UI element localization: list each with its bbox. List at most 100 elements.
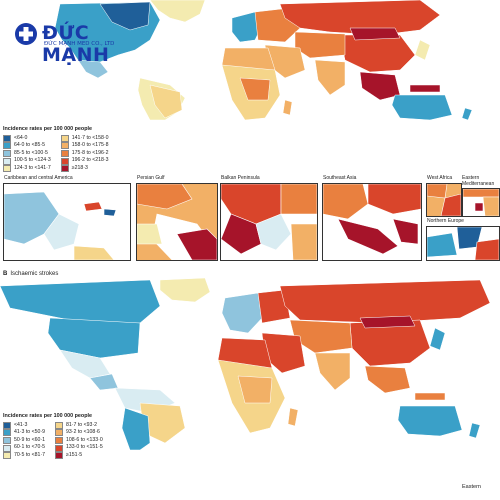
legend-swatch bbox=[3, 437, 11, 445]
region-new-zealand bbox=[461, 107, 473, 120]
legend-item: 196·2 to <218·3 bbox=[60, 157, 109, 165]
legend-item: 133·0 to <151·5 bbox=[55, 444, 103, 452]
legend-item: 64·0 to <85·5 bbox=[3, 142, 51, 150]
region-india bbox=[314, 352, 351, 391]
legend-label: 100·5 to <124·3 bbox=[14, 157, 51, 164]
legend-label: ≥218·3 bbox=[71, 164, 88, 171]
legend-swatch bbox=[55, 444, 64, 452]
legend-label: 60·1 to <70·5 bbox=[14, 444, 46, 451]
legend-swatch bbox=[3, 421, 11, 429]
legend-item: 158·0 to <175·8 bbox=[60, 142, 109, 150]
region-central-africa bbox=[239, 77, 271, 101]
legend-swatch bbox=[3, 429, 11, 437]
region-brazil bbox=[149, 84, 183, 119]
region-greenland bbox=[159, 278, 211, 303]
legend-swatch bbox=[3, 444, 11, 452]
region-new-guinea bbox=[414, 392, 446, 401]
legend-label: 108·6 to <133·0 bbox=[66, 436, 103, 443]
region-china bbox=[339, 34, 416, 73]
legend-item: 60·1 to <70·5 bbox=[3, 444, 45, 452]
label-eastern: Eastern bbox=[462, 484, 481, 490]
inset-balkan bbox=[220, 183, 318, 261]
legend-column: <41·3 41·3 to <50·9 50·9 to <60·1 60·1 to <… bbox=[3, 422, 45, 460]
inset-southeast-asia bbox=[322, 183, 422, 261]
inset-title-southeast-asia: Southeast Asia bbox=[323, 175, 357, 181]
region-mongolia bbox=[349, 27, 401, 41]
legend-swatch bbox=[60, 165, 69, 173]
legend-item: 175·8 to <196·2 bbox=[60, 149, 109, 158]
inset-west-africa bbox=[426, 183, 462, 217]
inset-title-west-africa: West Africa bbox=[427, 175, 453, 181]
legend-item: 85·5 to <100·5 bbox=[3, 150, 51, 158]
legend-item: 141·7 to <158·0 bbox=[60, 134, 109, 143]
legend-swatch bbox=[3, 452, 11, 460]
inset-title-caribbean: Caribbean and central America bbox=[4, 175, 73, 181]
legend-haemorrhagic: Incidence rates per 100 000 people <64·0… bbox=[3, 126, 109, 173]
legend-item: 50·9 to <60·1 bbox=[3, 437, 45, 445]
legend-title: Incidence rates per 100 000 people bbox=[3, 126, 92, 132]
region-japan bbox=[429, 327, 446, 351]
legend-item: 93·2 to <108·6 bbox=[55, 429, 103, 437]
region-southeast-asia bbox=[364, 365, 411, 394]
legend-swatch bbox=[55, 421, 64, 429]
legend-item: <41·3 bbox=[3, 422, 45, 430]
inset-title-eastern-med: Eastern Mediterranean bbox=[462, 175, 495, 187]
logo-name: ĐỨC MẠNH bbox=[42, 22, 110, 66]
region-central-africa bbox=[237, 375, 273, 404]
legend-label: ≥151·5 bbox=[66, 451, 83, 458]
legend-column: 81·7 to <93·2 93·2 to <108·6 108·6 to <133… bbox=[55, 422, 103, 460]
legend-swatch bbox=[3, 134, 11, 142]
legend-swatch bbox=[60, 157, 69, 165]
world-map-ischaemic bbox=[0, 278, 491, 450]
legend-label: 70·5 to <81·7 bbox=[14, 451, 46, 458]
region-mexico bbox=[77, 59, 109, 79]
region-canada-east bbox=[99, 1, 151, 31]
legend-column: 141·7 to <158·0 158·0 to <175·8 175·8 to <… bbox=[60, 134, 109, 173]
legend-label: 124·3 to <141·7 bbox=[14, 164, 51, 171]
legend-label: 50·9 to <60·1 bbox=[14, 436, 46, 443]
region-central-asia bbox=[294, 31, 346, 59]
legend-label: 175·8 to <196·2 bbox=[71, 149, 109, 156]
section-b-heading: B Ischaemic strokes bbox=[3, 271, 58, 277]
legend-item: ≥218·3 bbox=[60, 164, 109, 173]
inset-persian-gulf bbox=[136, 183, 218, 261]
legend-item: <64·0 bbox=[3, 135, 51, 143]
legend-swatch bbox=[3, 150, 11, 158]
inset-eastern-med bbox=[462, 188, 500, 217]
legend-label: 133·0 to <151·5 bbox=[66, 444, 103, 451]
legend-item: 70·5 to <81·7 bbox=[3, 452, 45, 460]
inset-northern-europe bbox=[426, 226, 500, 261]
legend-column: <64·0 64·0 to <85·5 85·5 to <100·5 100·5 to… bbox=[3, 135, 51, 173]
world-map-haemorrhagic bbox=[54, 0, 473, 120]
inset-title-persian-gulf: Persian Gulf bbox=[137, 175, 165, 181]
legend-ischaemic: Incidence rates per 100 000 people <41·3… bbox=[3, 413, 103, 460]
region-europe-east bbox=[257, 289, 291, 324]
legend-label: 81·7 to <93·2 bbox=[66, 421, 98, 428]
legend-swatch bbox=[55, 437, 64, 445]
legend-item: 41·3 to <50·9 bbox=[3, 429, 45, 437]
legend-label: 141·7 to <158·0 bbox=[71, 134, 109, 141]
inset-caribbean bbox=[3, 183, 131, 261]
region-new-zealand bbox=[468, 422, 481, 439]
legend-title: Incidence rates per 100 000 people bbox=[3, 413, 92, 419]
region-southeast-asia bbox=[359, 71, 401, 101]
legend-item: ≥151·5 bbox=[55, 452, 103, 460]
region-canada bbox=[0, 279, 161, 327]
region-south-america-south bbox=[121, 407, 151, 450]
region-australia bbox=[391, 94, 453, 120]
legend-item: 124·3 to <141·7 bbox=[3, 165, 51, 173]
region-india bbox=[314, 59, 346, 96]
legend-swatch bbox=[3, 165, 11, 173]
legend-swatch bbox=[60, 142, 69, 150]
region-australia bbox=[397, 405, 463, 437]
logo-tagline: ĐỨC MẠNH MED CO., LTD bbox=[44, 41, 115, 47]
legend-item: 108·6 to <133·0 bbox=[55, 437, 103, 445]
legend-swatch bbox=[60, 134, 69, 142]
legend-item: 81·7 to <93·2 bbox=[55, 422, 103, 430]
legend-swatch bbox=[55, 452, 64, 460]
region-europe-west bbox=[221, 292, 263, 334]
region-mongolia bbox=[359, 315, 416, 329]
region-madagascar bbox=[282, 99, 293, 116]
legend-swatch bbox=[3, 142, 11, 150]
legend-swatch bbox=[60, 150, 69, 158]
